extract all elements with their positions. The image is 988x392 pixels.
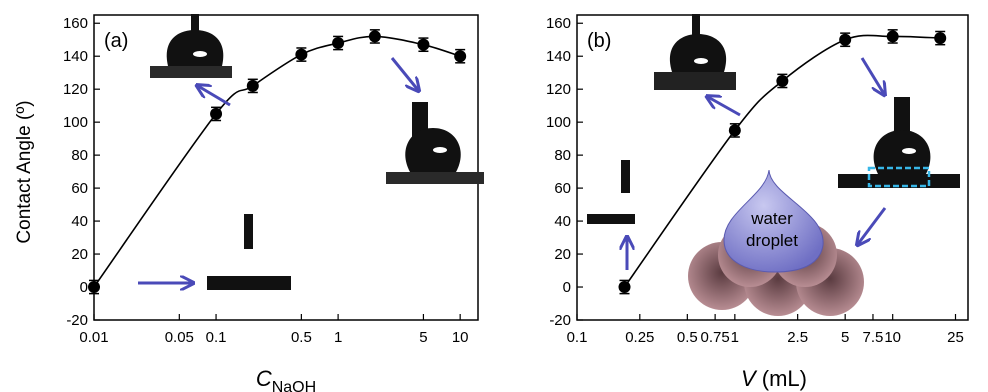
y-tick-label: -20 <box>549 312 571 329</box>
x-tick-label: 0.1 <box>206 329 227 346</box>
x-title-subscript: NaOH <box>272 379 316 392</box>
y-tick-label: 20 <box>554 246 571 263</box>
y-tick-label: 100 <box>546 114 571 131</box>
panel-a-arrow-2 <box>198 86 231 107</box>
data-point <box>618 281 631 294</box>
panel-a-points <box>88 29 467 295</box>
data-point <box>417 38 430 51</box>
y-tick-label: 160 <box>546 15 571 32</box>
droplet-image-high-angle-b-left <box>654 14 736 90</box>
y-tick-label: 40 <box>554 213 571 230</box>
droplet-image-high-angle-right <box>386 102 484 184</box>
x-tick-label: 5 <box>419 329 427 346</box>
panel-a-x-title: CNaOH <box>256 366 316 392</box>
data-point <box>368 30 381 43</box>
panel-a-arrow-3 <box>390 57 418 90</box>
panel-b-label: (b) <box>587 30 611 52</box>
y-tick-label: 100 <box>63 114 88 131</box>
x-tick-label: 0.75 <box>701 329 730 346</box>
data-point <box>934 32 947 45</box>
data-point <box>332 37 345 50</box>
y-tick-label: 120 <box>546 81 571 98</box>
data-point <box>839 33 852 46</box>
x-title-unit: (mL) <box>756 366 807 391</box>
panel-b-points <box>618 29 947 295</box>
x-tick-label: 10 <box>884 329 901 346</box>
y-tick-label: 0 <box>80 279 88 296</box>
panel-a: (a) -20 0 20 40 60 80 100 120 140 160 0.01 0.05 0.1… <box>63 14 484 392</box>
data-point <box>88 281 100 294</box>
data-point <box>776 74 789 87</box>
x-tick-label: 25 <box>947 329 964 346</box>
y-tick-label: 140 <box>546 48 571 65</box>
y-tick-label: 40 <box>71 213 88 230</box>
panel-b-arrow-3 <box>860 57 884 94</box>
y-tick-label: 0 <box>563 279 571 296</box>
panel-b-arrow-4 <box>858 207 887 244</box>
panel-b-frame <box>576 14 969 321</box>
y-tick-label: 60 <box>71 180 88 197</box>
y-tick-label: 160 <box>63 15 88 32</box>
x-tick-label: 5 <box>841 329 849 346</box>
x-tick-label: 0.05 <box>165 329 194 346</box>
x-title-symbol: V <box>741 366 758 391</box>
panel-b-arrow-2 <box>708 97 741 117</box>
y-tick-label: 60 <box>554 180 571 197</box>
x-tick-label: 0.5 <box>677 329 698 346</box>
water-droplet-shape <box>723 169 824 273</box>
x-tick-label: 0.5 <box>291 329 312 346</box>
droplet-image-small-angle <box>207 214 291 290</box>
panel-a-x-ticks: 0.01 0.05 0.1 0.5 1 5 10 <box>79 314 469 346</box>
droplet-image-small-angle-b <box>587 160 635 224</box>
panel-b-x-title: V (mL) <box>741 366 807 391</box>
data-point <box>728 124 741 137</box>
droplet-image-high-angle-left <box>150 14 232 78</box>
panel-a-label: (a) <box>104 30 128 52</box>
x-tick-label: 2.5 <box>787 329 808 346</box>
x-tick-label: 0.01 <box>79 329 108 346</box>
data-point <box>210 107 223 120</box>
data-point <box>246 79 259 92</box>
panel-b: (b) -20 0 20 40 60 80 100 120 140 160 0.1 0.25 0.5 0… <box>546 14 969 391</box>
x-tick-label: 0.25 <box>625 329 654 346</box>
panel-a-frame <box>93 14 479 321</box>
x-tick-label: 7.5 <box>863 329 884 346</box>
x-tick-label: 1 <box>731 329 739 346</box>
panel-b-x-ticks: 0.1 0.25 0.5 0.75 1 2.5 5 7.5 10 25 <box>567 314 964 346</box>
x-title-symbol: C <box>256 366 272 391</box>
x-tick-label: 0.1 <box>567 329 588 346</box>
data-point <box>454 50 467 63</box>
y-tick-label: -20 <box>66 312 88 329</box>
y-tick-label: 80 <box>71 147 88 164</box>
y-tick-label: 120 <box>63 81 88 98</box>
droplet-image-high-angle-b-right <box>838 97 960 188</box>
data-point <box>295 48 308 61</box>
data-point <box>886 30 899 43</box>
droplet-label-line-1: water <box>750 209 793 228</box>
droplet-label-line-2: droplet <box>746 231 798 250</box>
dashed-selection-box <box>867 166 931 188</box>
y-tick-label: 140 <box>63 48 88 65</box>
y-tick-label: 20 <box>71 246 88 263</box>
x-tick-label: 10 <box>452 329 469 346</box>
panel-a-y-ticks: -20 0 20 40 60 80 100 120 140 160 <box>63 15 100 329</box>
x-tick-label: 1 <box>334 329 342 346</box>
y-axis-title: Contact Angle (º) <box>14 100 35 243</box>
panel-b-y-ticks: -20 0 20 40 60 80 100 120 140 160 <box>546 15 583 329</box>
y-tick-label: 80 <box>554 147 571 164</box>
